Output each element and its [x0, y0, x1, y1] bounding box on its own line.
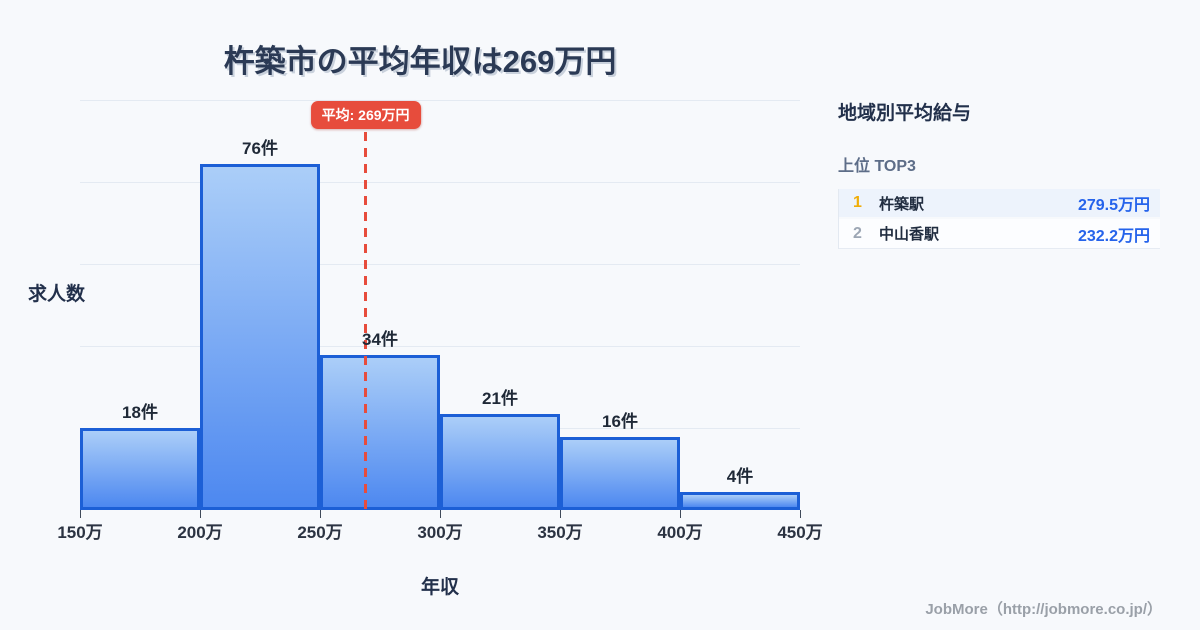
x-axis-label: 年収 [420, 577, 459, 598]
bar-count-label: 16件 [602, 412, 638, 431]
x-tick-mark [440, 510, 441, 518]
gridline [80, 264, 800, 265]
x-tick-label: 250万 [297, 523, 343, 542]
histogram-bar [680, 492, 800, 510]
gridline [80, 346, 800, 347]
x-tick-label: 300万 [417, 523, 463, 542]
sidebar-title: 地域別平均給与 [838, 103, 972, 124]
x-tick-mark [200, 510, 201, 518]
x-tick-label: 450万 [777, 523, 823, 542]
x-tick-label: 350万 [537, 523, 583, 542]
gridline [80, 182, 800, 183]
y-axis-label: 求人数 [28, 284, 86, 305]
x-tick-label: 150万 [57, 523, 103, 542]
plot-area: 平均: 269万円 18件 76件 34件 21件 16件 4件 150万 200万 250万 3… [57, 100, 823, 542]
x-tick-label: 200万 [177, 523, 223, 542]
bar-count-label: 21件 [482, 389, 518, 408]
histogram-bar [200, 164, 320, 510]
x-tick-mark [320, 510, 321, 518]
gridline [80, 100, 800, 101]
station-name: 中山香駅 [879, 226, 940, 243]
bar-count-label: 18件 [122, 403, 158, 422]
histogram-bar [320, 355, 440, 510]
ranking-row: 2 中山香駅 232.2万円 [839, 219, 1160, 249]
station-salary-value: 232.2万円 [1077, 227, 1150, 245]
page-title: 杵築市の平均年収は269万円 [223, 44, 617, 79]
bar-count-label: 4件 [726, 467, 754, 486]
footer-credit: JobMore（http://jobmore.co.jp/） [925, 601, 1162, 618]
histogram-bar [80, 428, 200, 510]
ranking-table: 1 杵築駅 279.5万円 2 中山香駅 232.2万円 [838, 189, 1160, 249]
average-line [364, 132, 368, 510]
histogram-bar [560, 437, 680, 510]
x-tick-label: 400万 [657, 523, 703, 542]
bar-count-label: 76件 [242, 139, 278, 158]
histogram-bar [440, 414, 560, 510]
regional-salary-panel: 地域別平均給与 上位 TOP3 1 杵築駅 279.5万円 2 中山香駅 232.2万円 [838, 98, 1160, 249]
rank-number: 1 [853, 194, 862, 211]
x-tick-mark [560, 510, 561, 518]
ranking-row: 1 杵築駅 279.5万円 [839, 189, 1160, 219]
sidebar-subtitle: 上位 TOP3 [838, 158, 916, 175]
average-badge: 平均: 269万円 [310, 101, 421, 129]
x-tick-mark [680, 510, 681, 518]
station-name: 杵築駅 [879, 195, 925, 213]
rank-number: 2 [853, 224, 862, 242]
station-salary-value: 279.5万円 [1077, 197, 1150, 214]
x-tick-mark [80, 510, 81, 518]
bar-count-label: 34件 [362, 330, 398, 349]
x-tick-mark [800, 510, 801, 518]
